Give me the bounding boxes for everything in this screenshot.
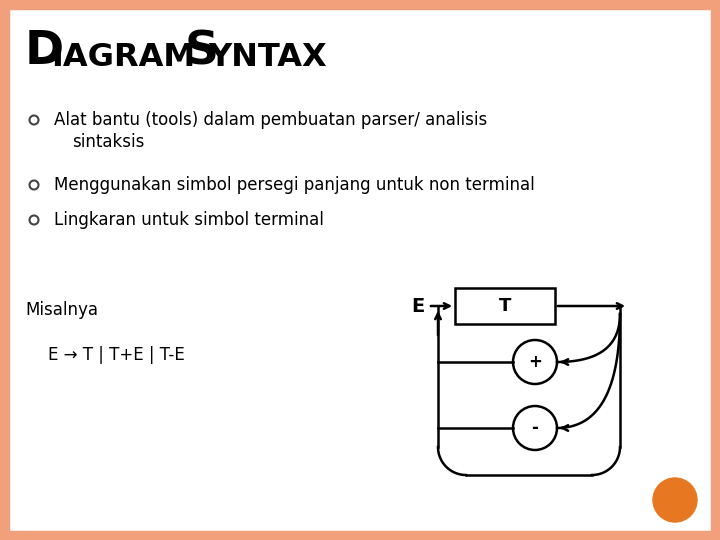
Text: S: S bbox=[185, 30, 219, 75]
Text: YNTAX: YNTAX bbox=[208, 42, 327, 72]
Text: E → T | T+E | T-E: E → T | T+E | T-E bbox=[48, 346, 185, 364]
Text: IAGRAM: IAGRAM bbox=[51, 42, 195, 72]
Text: Menggunakan simbol persegi panjang untuk non terminal: Menggunakan simbol persegi panjang untuk… bbox=[54, 176, 535, 194]
Text: D: D bbox=[25, 30, 64, 75]
Circle shape bbox=[653, 478, 697, 522]
Text: Lingkaran untuk simbol terminal: Lingkaran untuk simbol terminal bbox=[54, 211, 324, 229]
Text: Misalnya: Misalnya bbox=[25, 301, 98, 319]
Text: sintaksis: sintaksis bbox=[72, 133, 145, 151]
Text: T: T bbox=[499, 297, 511, 315]
Bar bbox=[455, 288, 555, 324]
Text: E: E bbox=[411, 296, 425, 315]
Text: +: + bbox=[528, 353, 542, 371]
Text: Alat bantu (tools) dalam pembuatan parser/ analisis: Alat bantu (tools) dalam pembuatan parse… bbox=[54, 111, 487, 129]
Text: -: - bbox=[531, 419, 539, 437]
